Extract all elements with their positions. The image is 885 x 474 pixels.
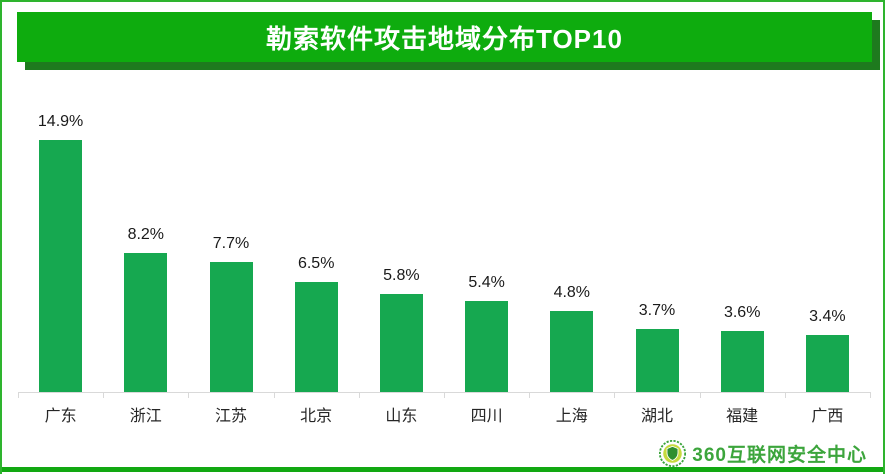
bottom-border-bar — [2, 467, 883, 472]
title-banner: 勒索软件攻击地域分布TOP10 — [17, 12, 872, 62]
x-axis-category-label: 广东 — [44, 408, 77, 425]
brand-logo-text: 360互联网安全中心 — [692, 444, 867, 466]
bar-value-label: 3.4% — [809, 308, 846, 325]
x-axis-tick — [188, 392, 189, 398]
bar — [465, 301, 509, 392]
x-axis-tick — [529, 392, 530, 398]
chart-title: 勒索软件攻击地域分布TOP10 — [266, 23, 623, 54]
bar — [124, 253, 168, 392]
x-axis-tick — [103, 392, 104, 398]
bar-value-label: 6.5% — [297, 255, 335, 272]
bar-value-label: 3.6% — [723, 304, 761, 321]
bar — [805, 335, 849, 392]
x-axis-category-label: 四川 — [470, 408, 503, 425]
bar-value-label: 14.9% — [37, 113, 84, 130]
x-axis-tick — [18, 392, 19, 398]
x-axis-category-label: 上海 — [555, 408, 588, 425]
bar — [294, 282, 338, 392]
bar-value-label: 8.2% — [127, 226, 165, 243]
bar-value-label: 4.8% — [553, 284, 591, 301]
bar — [379, 294, 423, 392]
bar — [635, 329, 679, 392]
bar — [39, 140, 83, 392]
bar-value-label: 3.7% — [638, 302, 676, 319]
x-axis-category-label: 山东 — [385, 408, 418, 425]
x-axis-category-label: 福建 — [726, 408, 759, 425]
x-axis-tick — [274, 392, 275, 398]
bar-value-label: 7.7% — [212, 235, 250, 252]
x-axis-category-label: 广西 — [811, 408, 844, 425]
bar — [550, 311, 594, 392]
x-axis-category-label: 湖北 — [640, 408, 673, 425]
x-axis-tick — [700, 392, 701, 398]
x-axis-tick — [870, 392, 871, 398]
x-axis-category-label: 浙江 — [129, 408, 162, 425]
x-axis-category-label: 北京 — [300, 408, 333, 425]
brand-logo-icon — [659, 439, 687, 467]
x-axis-tick — [444, 392, 445, 398]
bar-value-label: 5.4% — [468, 274, 505, 291]
x-axis-tick — [785, 392, 786, 398]
bar — [720, 331, 764, 392]
x-axis-tick — [359, 392, 360, 398]
x-axis-category-label: 江苏 — [214, 408, 247, 425]
bar — [209, 262, 253, 392]
x-axis-tick — [614, 392, 615, 398]
brand-logo: 360互联网安全中心 — [659, 439, 867, 467]
bar-value-label: 5.8% — [383, 267, 420, 284]
